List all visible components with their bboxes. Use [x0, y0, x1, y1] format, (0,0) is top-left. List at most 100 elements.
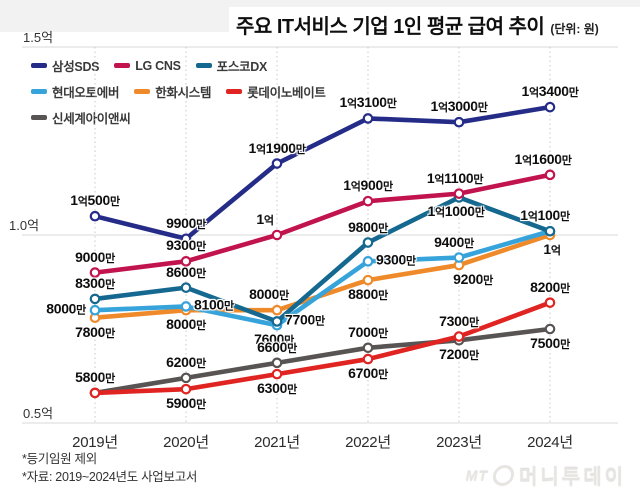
legend-label: 한화시스템: [155, 86, 212, 100]
data-point-marker: [544, 169, 556, 181]
moneytoday-circle-icon: [491, 465, 516, 486]
point-label: 1억900만: [343, 177, 393, 194]
data-point-marker: [271, 158, 283, 169]
legend-label: 신세계아이앤씨: [52, 112, 131, 126]
legend-swatch: [226, 89, 243, 94]
data-point-marker: [453, 331, 465, 342]
data-point-marker: [271, 229, 283, 241]
point-label: 9400만: [434, 233, 474, 250]
point-label: 1억1900만: [248, 139, 306, 156]
series-line-삼성SDS: [92, 104, 553, 242]
data-point-marker: [89, 210, 101, 222]
page-margin-top: [0, 0, 640, 7]
point-label: 5800만: [75, 368, 115, 385]
series-line-신세계아이앤씨: [92, 326, 553, 396]
y-tick-label: 1.0억: [9, 218, 40, 233]
point-label: 9200만: [453, 271, 493, 288]
x-tick-label: 2020년: [163, 434, 209, 451]
data-point-marker: [180, 256, 192, 267]
point-label: 1억100만: [520, 207, 570, 224]
data-point-marker: [362, 195, 374, 207]
y-tick-label: 0.5억: [23, 406, 54, 421]
page-margin-left: [0, 7, 229, 32]
legend-swatch: [134, 89, 151, 94]
point-label: 1억500만: [70, 192, 120, 209]
point-label: 7600만: [254, 331, 294, 348]
point-label: 9900만: [166, 214, 206, 231]
point-label: 1억3100만: [339, 94, 397, 111]
footnotes: *등기임원 제외 *자료: 2019~2024년도 사업보고서: [22, 450, 197, 486]
point-label: 6700만: [348, 365, 388, 382]
data-point-marker: [453, 188, 465, 199]
point-label: 1억1600만: [514, 150, 572, 167]
legend-swatch: [31, 89, 47, 94]
data-point-marker: [362, 256, 374, 267]
chart-title: 주요 IT서비스 기업 1인 평균 급여 추이: [236, 16, 545, 38]
legend-item-신세계아이앤씨: 신세계아이앤씨: [31, 108, 131, 127]
point-label: 1억1000만: [427, 203, 485, 220]
point-label: 6200만: [166, 353, 206, 370]
point-label: 7500만: [530, 335, 570, 352]
data-point-marker: [180, 372, 192, 384]
point-label: 8600만: [166, 263, 206, 280]
point-label: 9300만: [376, 251, 416, 268]
point-label: 7200만: [439, 346, 479, 363]
data-point-marker: [362, 353, 374, 365]
point-label: 7800만: [75, 323, 115, 340]
data-point-marker: [180, 233, 192, 245]
legend-label: 삼성SDS: [52, 60, 100, 74]
point-label: 8000만: [249, 286, 289, 303]
point-label: 8000만: [166, 316, 206, 333]
data-point-marker: [271, 357, 283, 369]
legend-label: 롯데이노베이트: [247, 86, 326, 100]
data-point-marker: [544, 225, 556, 237]
point-label: 8100만: [194, 296, 234, 313]
point-label: 1억3400만: [521, 83, 579, 100]
point-label: 5900만: [166, 395, 206, 412]
legend-item-LG CNS: LG CNS: [114, 56, 181, 75]
data-point-marker: [271, 304, 283, 316]
title-row: 주요 IT서비스 기업 1인 평균 급여 추이 (단위: 원): [236, 10, 599, 39]
legend-item-롯데이노베이트: 롯데이노베이트: [226, 82, 326, 101]
data-point-marker: [180, 282, 192, 293]
x-tick-label: 2024년: [527, 434, 573, 451]
data-point-marker: [544, 101, 556, 113]
chart-unit-label: (단위: 원): [550, 22, 599, 36]
point-label: 8300만: [75, 274, 115, 291]
legend-item-현대오토에버: 현대오토에버: [31, 82, 120, 101]
moneytoday-mt-mark: MT: [465, 467, 488, 484]
point-label: 8800만: [348, 286, 388, 303]
point-label: 1억3000만: [430, 98, 488, 115]
point-label: 7700만: [285, 311, 325, 328]
legend-label: 현대오토에버: [52, 86, 120, 100]
data-point-marker: [362, 342, 374, 354]
legend-swatch: [114, 63, 131, 68]
point-label: 6600만: [257, 338, 297, 355]
data-point-marker: [453, 252, 465, 263]
legend-label: LG CNS: [135, 58, 181, 73]
legend-swatch: [195, 63, 212, 68]
data-point-marker: [180, 383, 192, 395]
series-line-롯데이노베이트: [92, 300, 553, 396]
legend-item-포스코DX: 포스코DX: [195, 56, 267, 75]
series-line-LG CNS: [92, 172, 553, 275]
point-label: 1억: [543, 241, 561, 258]
data-point-marker: [544, 323, 556, 335]
data-point-marker: [362, 237, 374, 248]
point-label: 1억1100만: [426, 169, 484, 186]
data-point-marker: [89, 267, 101, 278]
point-label: 8200만: [530, 278, 570, 295]
legend-swatch: [31, 115, 47, 120]
data-point-marker: [271, 368, 283, 380]
data-point-marker: [89, 387, 101, 399]
legend-swatch: [31, 63, 47, 68]
footnote-source: *자료: 2019~2024년도 사업보고서: [22, 470, 198, 484]
point-label: 9800만: [348, 218, 388, 235]
point-label: 9000만: [75, 248, 115, 265]
data-point-marker: [180, 301, 192, 312]
series-line-현대오토에버: [92, 228, 553, 328]
x-tick-label: 2019년: [72, 434, 118, 451]
point-label: 1억: [256, 211, 274, 228]
